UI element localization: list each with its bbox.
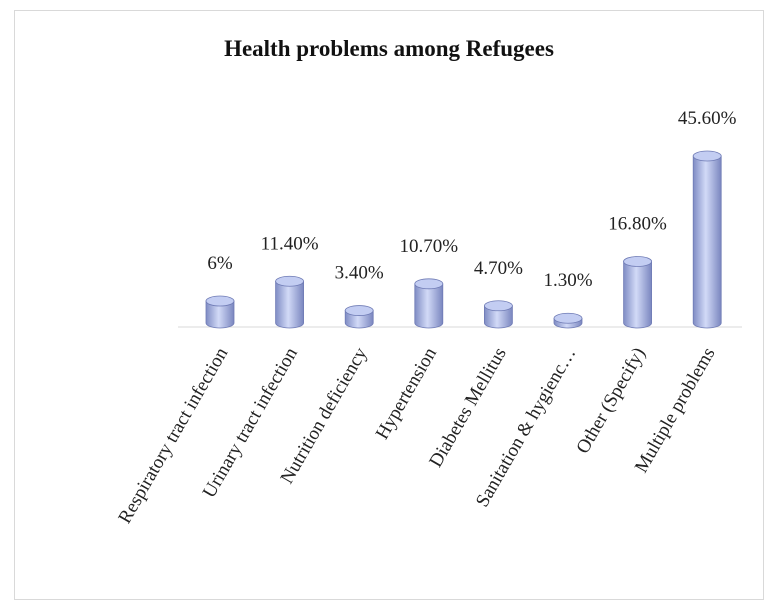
- category-label: Diabetes Mellitus: [425, 344, 510, 471]
- bar: [553, 312, 583, 329]
- data-label: 1.30%: [543, 270, 592, 291]
- category-label: Hypertension: [372, 344, 442, 444]
- data-label: 11.40%: [261, 233, 319, 254]
- data-label: 3.40%: [335, 263, 384, 284]
- data-label: 4.70%: [474, 258, 523, 279]
- bar: [623, 256, 652, 329]
- bar: [275, 275, 305, 329]
- data-label: 16.80%: [608, 213, 667, 234]
- data-label: 6%: [207, 253, 233, 274]
- bar: [414, 278, 444, 329]
- bar: [483, 300, 513, 329]
- chart-title: Health problems among Refugees: [224, 36, 554, 61]
- data-label: 10.70%: [400, 236, 459, 257]
- bar: [692, 150, 722, 329]
- data-label: 45.60%: [678, 108, 737, 129]
- category-label: Other (Specify): [572, 344, 650, 457]
- bar: [344, 305, 374, 329]
- bar: [205, 295, 235, 329]
